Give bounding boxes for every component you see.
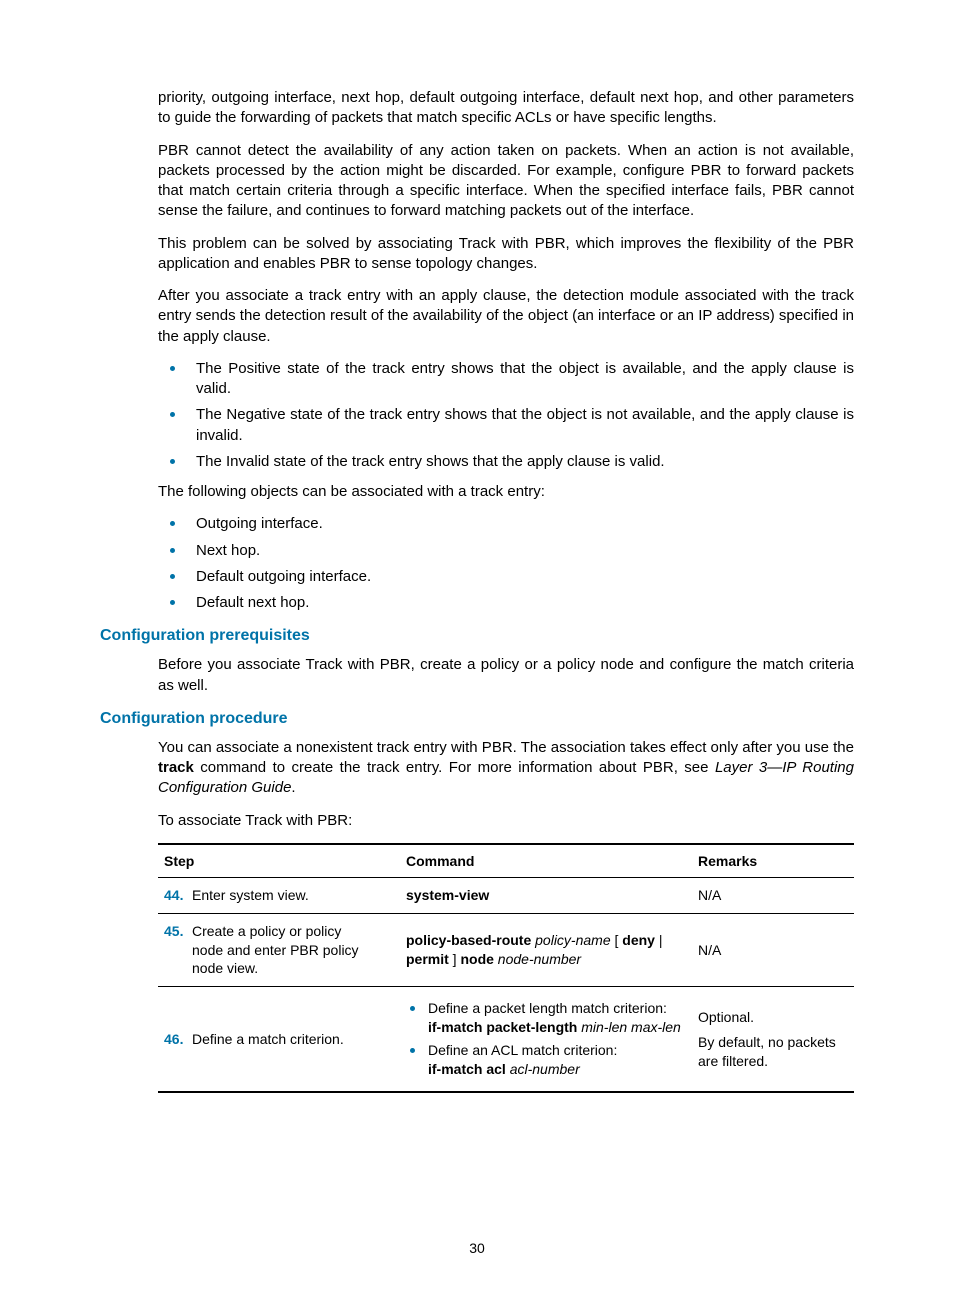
remarks-line: Optional. (698, 1008, 848, 1027)
steps-table: Step Command Remarks 44.Enter system vie… (158, 843, 854, 1093)
col-remarks: Remarks (692, 844, 854, 878)
paragraph: priority, outgoing interface, next hop, … (158, 88, 854, 129)
text: . (291, 779, 295, 796)
document-page: priority, outgoing interface, next hop, … (0, 0, 954, 1296)
heading-config-prerequisites: Configuration prerequisites (100, 627, 854, 645)
cmd-part: node (460, 951, 493, 967)
heading-config-procedure: Configuration procedure (100, 710, 854, 728)
cell-remarks: N/A (692, 877, 854, 913)
cmd-bold: if-match packet-length (428, 1019, 577, 1035)
paragraph: To associate Track with PBR: (158, 811, 854, 831)
cmd-italic: acl-number (506, 1061, 580, 1077)
cmd-part: node-number (494, 951, 581, 967)
cell-command: Define a packet length match criterion: … (400, 987, 692, 1092)
paragraph: Before you associate Track with PBR, cre… (158, 655, 854, 696)
cell-remarks: Optional. By default, no packets are fil… (692, 987, 854, 1092)
cell-step: 45.Create a policy or policy node and en… (158, 913, 400, 987)
table-row: 46.Define a match criterion. Define a pa… (158, 987, 854, 1092)
text-bold: track (158, 759, 194, 776)
cmd-intro: Define a packet length match criterion: (428, 1000, 667, 1016)
cmd-part: permit (406, 951, 449, 967)
remarks-line: By default, no packets are filtered. (698, 1033, 848, 1071)
list-item: Next hop. (158, 541, 854, 561)
cell-remarks: N/A (692, 913, 854, 987)
cmd-part: | (655, 932, 663, 948)
list-item: Define a packet length match criterion: … (406, 999, 686, 1037)
cmd-part: deny (622, 932, 655, 948)
cell-step: 46.Define a match criterion. (158, 987, 400, 1092)
list-item: The Positive state of the track entry sh… (158, 359, 854, 400)
table-row: 45.Create a policy or policy node and en… (158, 913, 854, 987)
list-item: The Negative state of the track entry sh… (158, 405, 854, 446)
cmd-intro: Define an ACL match criterion: (428, 1042, 617, 1058)
step-text: Enter system view. (192, 886, 372, 905)
cmd-italic: min-len max-len (577, 1019, 680, 1035)
col-command: Command (400, 844, 692, 878)
proc-content: You can associate a nonexistent track en… (158, 738, 854, 1093)
paragraph: The following objects can be associated … (158, 482, 854, 502)
list-item: Define an ACL match criterion: if-match … (406, 1041, 686, 1079)
text: You can associate a nonexistent track en… (158, 739, 854, 756)
list-item: Outgoing interface. (158, 514, 854, 534)
command-bullet-list: Define a packet length match criterion: … (406, 999, 686, 1079)
cell-step: 44.Enter system view. (158, 877, 400, 913)
col-step: Step (158, 844, 400, 878)
main-content: priority, outgoing interface, next hop, … (158, 88, 854, 613)
state-bullet-list: The Positive state of the track entry sh… (158, 359, 854, 472)
prereq-content: Before you associate Track with PBR, cre… (158, 655, 854, 696)
table-header-row: Step Command Remarks (158, 844, 854, 878)
page-number: 30 (0, 1240, 954, 1256)
step-number: 45. (164, 922, 192, 941)
paragraph: This problem can be solved by associatin… (158, 234, 854, 275)
paragraph: PBR cannot detect the availability of an… (158, 141, 854, 222)
step-text: Define a match criterion. (192, 1030, 372, 1049)
cmd-part: ] (449, 951, 461, 967)
step-number: 46. (164, 1030, 192, 1049)
cell-command: policy-based-route policy-name [ deny | … (400, 913, 692, 987)
table-row: 44.Enter system view. system-view N/A (158, 877, 854, 913)
step-text: Create a policy or policy node and enter… (192, 922, 372, 979)
text: command to create the track entry. For m… (194, 759, 715, 776)
cmd-part: policy-based-route (406, 932, 531, 948)
cmd-part: policy-name (531, 932, 614, 948)
object-bullet-list: Outgoing interface. Next hop. Default ou… (158, 514, 854, 613)
list-item: Default next hop. (158, 593, 854, 613)
command-text: system-view (406, 887, 489, 903)
paragraph: You can associate a nonexistent track en… (158, 738, 854, 799)
list-item: Default outgoing interface. (158, 567, 854, 587)
cell-command: system-view (400, 877, 692, 913)
list-item: The Invalid state of the track entry sho… (158, 452, 854, 472)
paragraph: After you associate a track entry with a… (158, 286, 854, 347)
step-number: 44. (164, 886, 192, 905)
cmd-bold: if-match acl (428, 1061, 506, 1077)
